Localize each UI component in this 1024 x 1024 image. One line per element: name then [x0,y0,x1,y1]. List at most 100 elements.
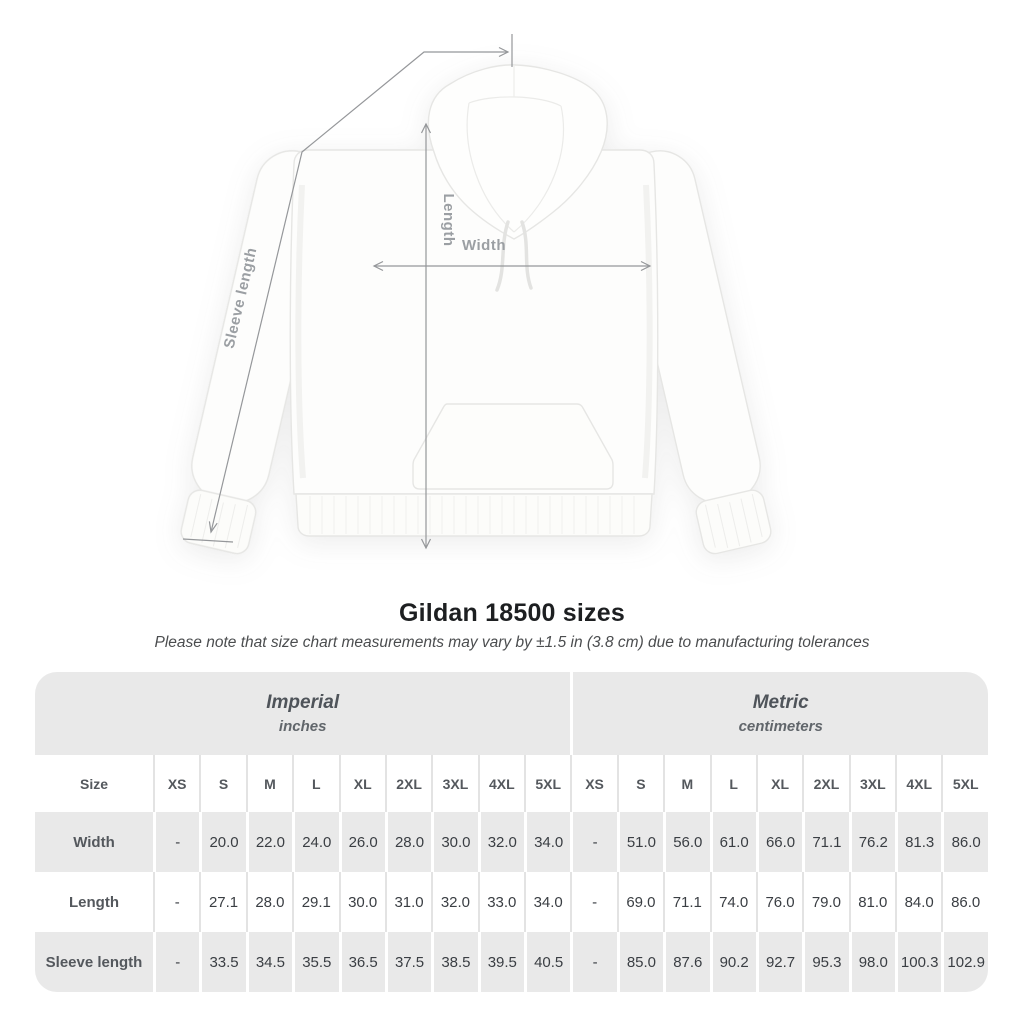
value-imperial: 34.0 [524,872,570,932]
size-col-metric-4xl: 4XL [895,755,941,812]
size-header-row: Size XS S M L XL 2XL 3XL 4XL 5XL XS S M L XL 2XL 3XL 4XL… [35,755,988,812]
value-imperial: 29.1 [292,872,338,932]
row-label: Length [69,893,119,911]
imperial-label: Imperial [266,692,340,713]
value-imperial: 33.0 [477,872,524,932]
value-imperial: 30.0 [431,812,477,872]
size-col-metric-2xl: 2XL [802,755,848,812]
value-imperial: 26.0 [338,812,385,872]
value-metric: 71.1 [663,872,709,932]
hoodie-illustration [180,64,772,555]
value-metric: 69.0 [616,872,663,932]
measurement-row-sleeve-length: Sleeve length -33.5 34.5 35.5 36.5 37.5 38.5 39… [35,932,988,992]
size-col-metric-5xl: 5XL [941,755,988,812]
value-imperial: 28.0 [245,872,292,932]
value-metric: - [570,872,616,932]
value-imperial: 36.5 [338,932,385,992]
value-metric: 100.3 [895,932,941,992]
length-label: Length [440,194,457,247]
metric-label: Metric [752,692,809,713]
value-metric: 81.0 [848,872,895,932]
value-metric: 76.0 [755,872,802,932]
imperial-header: Imperial inches [35,672,571,755]
value-metric: 102.9 [941,932,988,992]
value-imperial: 38.5 [431,932,477,992]
value-metric: 98.0 [848,932,895,992]
size-col-metric-3xl: 3XL [848,755,895,812]
value-imperial: 27.1 [199,872,245,932]
size-col-imperial-l: L [292,755,338,812]
sleeve-length-line [210,51,508,533]
metric-header: Metric centimeters [570,672,988,755]
cuff-tick [182,538,234,543]
width-label: Width [462,237,506,254]
value-imperial: - [153,872,199,932]
value-metric: 90.2 [709,932,756,992]
hoodie-hood [427,64,608,240]
value-imperial: 34.5 [245,932,292,992]
size-col-imperial-3xl: 3XL [431,755,477,812]
value-imperial: 33.5 [199,932,245,992]
measurement-lines [182,34,652,550]
value-imperial: - [153,812,199,872]
value-metric: 61.0 [709,812,756,872]
size-col-metric-xs: XS [570,755,616,812]
value-imperial: 34.0 [524,812,570,872]
size-col-metric-xl: XL [755,755,802,812]
size-col-imperial-xl: XL [338,755,385,812]
size-col-imperial-2xl: 2XL [384,755,431,812]
value-imperial: 40.5 [524,932,570,992]
size-col-imperial-4xl: 4XL [477,755,524,812]
value-imperial: 20.0 [199,812,245,872]
value-imperial: 22.0 [245,812,292,872]
value-metric: 79.0 [802,872,848,932]
value-metric: 84.0 [895,872,941,932]
unit-header-row: Imperial inches Metric centimeters [35,672,988,755]
value-imperial: 32.0 [477,812,524,872]
value-metric: 95.3 [802,932,848,992]
value-metric: 81.3 [895,812,941,872]
size-col-imperial-s: S [199,755,245,812]
value-imperial: 30.0 [338,872,385,932]
value-imperial: 24.0 [292,812,338,872]
size-header-cell: Size [79,775,108,792]
hoodie-pocket [412,403,614,490]
metric-sublabel: centimeters [738,718,823,735]
value-imperial: 37.5 [384,932,431,992]
size-col-metric-s: S [616,755,663,812]
size-table-container: Imperial inches Metric centimeters Size … [35,672,988,992]
value-metric: - [570,932,616,992]
measurement-row-length: Length -27.1 28.0 29.1 30.0 31.0 32.0 33.0 34.0-… [35,872,988,932]
row-label: Width [73,833,115,851]
value-metric: 66.0 [755,812,802,872]
tolerance-note: Please note that size chart measurements… [154,634,870,651]
value-metric: 92.7 [755,932,802,992]
value-metric: 86.0 [941,812,988,872]
value-imperial: 31.0 [384,872,431,932]
measurement-row-width: Width -20.0 22.0 24.0 26.0 28.0 30.0 32.0 34.0-5… [35,812,988,872]
row-label: Sleeve length [45,953,143,971]
imperial-sublabel: inches [278,718,327,735]
value-metric: 86.0 [941,872,988,932]
value-metric: 74.0 [709,872,756,932]
value-imperial: 39.5 [477,932,524,992]
value-imperial: 35.5 [292,932,338,992]
value-metric: 51.0 [616,812,663,872]
value-imperial: 32.0 [431,872,477,932]
hoodie-measurement-diagram: Sleeve length Length Width [180,34,772,555]
size-table: Imperial inches Metric centimeters Size … [35,672,988,992]
value-imperial: 28.0 [384,812,431,872]
value-metric: 85.0 [616,932,663,992]
value-metric: - [570,812,616,872]
value-metric: 56.0 [663,812,709,872]
value-metric: 76.2 [848,812,895,872]
value-metric: 87.6 [663,932,709,992]
size-col-metric-l: L [709,755,756,812]
size-col-imperial-xs: XS [153,755,199,812]
value-imperial: - [153,932,199,992]
size-col-imperial-m: M [245,755,292,812]
page-title: Gildan 18500 sizes [399,599,625,627]
hoodie-hem [295,493,653,537]
hoodie-drawstrings [495,220,533,292]
